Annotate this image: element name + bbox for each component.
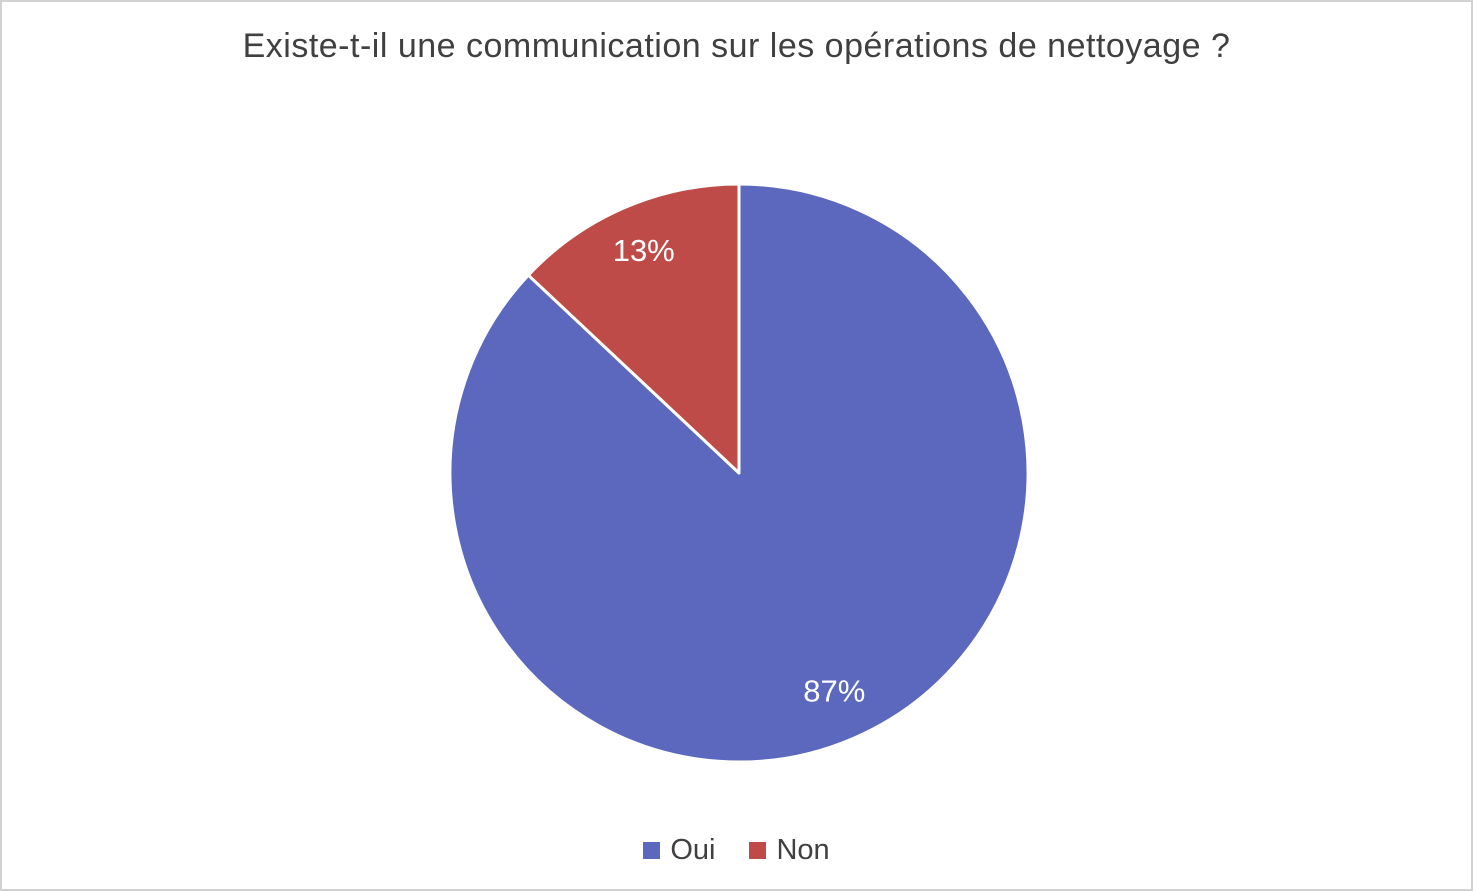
pie-chart-area: 87% 13%: [447, 181, 1031, 765]
data-label-oui: 87%: [803, 673, 865, 708]
legend: Oui Non: [2, 834, 1471, 867]
legend-swatch-non: [749, 842, 767, 859]
legend-label-oui: Oui: [670, 834, 716, 866]
legend-label-non: Non: [776, 834, 830, 866]
legend-swatch-oui: [643, 842, 661, 859]
legend-item-non: Non: [749, 834, 830, 867]
legend-item-oui: Oui: [643, 834, 715, 867]
chart-title: Existe-t-il une communication sur les op…: [242, 27, 1231, 65]
data-label-non: 13%: [613, 233, 675, 268]
pie-chart: 87% 13%: [448, 182, 1030, 764]
pie-slice-non: [526, 182, 741, 475]
